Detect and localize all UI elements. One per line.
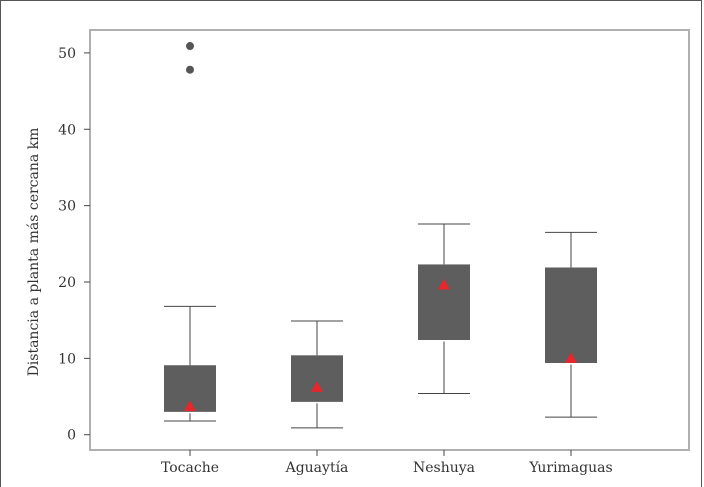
- x-tick-label: Yurimaguas: [528, 460, 612, 476]
- y-tick-label: 30: [58, 199, 76, 215]
- y-axis-title: Distancia a planta más cercana km: [26, 128, 42, 377]
- y-ticks: 0 10 20 30 40 50: [58, 46, 90, 444]
- y-tick-label: 0: [67, 428, 76, 444]
- y-tick-label: 50: [58, 46, 76, 62]
- y-tick-label: 40: [58, 122, 76, 138]
- mean-marker: [311, 381, 323, 392]
- x-tick-label: Neshuya: [413, 460, 475, 476]
- mean-marker: [184, 400, 196, 411]
- box-body: [291, 355, 343, 403]
- box-group: [545, 231, 597, 418]
- y-tick-label: 20: [58, 275, 76, 291]
- box-body: [545, 267, 597, 364]
- mean-marker: [438, 279, 450, 290]
- outlier-point: [186, 65, 194, 74]
- y-tick-label: 10: [58, 351, 76, 367]
- mean-marker: [565, 352, 577, 363]
- box-group: [291, 320, 343, 429]
- outlier-point: [186, 42, 194, 51]
- boxes-layer: [164, 42, 597, 429]
- box-body: [418, 264, 470, 341]
- x-tick-label: Aguaytía: [285, 460, 349, 476]
- box-group: [164, 42, 216, 422]
- x-tick-label: Tocache: [161, 460, 219, 476]
- box-group: [418, 223, 470, 394]
- x-tick-labels: Tocache Aguaytía Neshuya Yurimaguas: [161, 450, 613, 476]
